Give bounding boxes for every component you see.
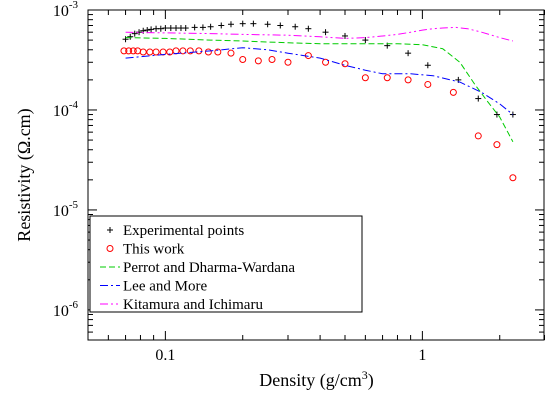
data-point (182, 25, 189, 32)
legend-item: Experimental points (107, 223, 244, 239)
y-tick-label: 10-5 (53, 199, 79, 220)
series-1 (120, 47, 517, 182)
axis-tick-labels: 0.1 1 10-6 10-5 10-4 10-3 (53, 0, 427, 364)
data-point (509, 174, 517, 182)
legend-label: Perrot and Dharma-Wardana (123, 260, 295, 276)
legend-label: Experimental points (123, 223, 244, 239)
data-point (195, 47, 203, 55)
series-line (125, 37, 514, 143)
plot-frame (87, 9, 545, 341)
data-point (167, 25, 174, 32)
data-point (361, 74, 369, 82)
data-point (227, 49, 235, 57)
data-point (239, 55, 247, 63)
data-point (509, 111, 516, 118)
data-point (186, 47, 194, 55)
legend-label: Kitamura and Ichimaru (123, 297, 263, 313)
data-point (292, 23, 299, 30)
data-point (199, 24, 206, 31)
legend-box (89, 215, 363, 313)
data-point (322, 58, 330, 66)
data-point (218, 22, 225, 29)
data-point (120, 47, 128, 55)
data-point (125, 47, 133, 55)
plot-data-layer (120, 20, 517, 182)
data-point (250, 20, 257, 27)
data-point (122, 36, 129, 43)
data-point (227, 21, 234, 28)
data-point (264, 21, 271, 28)
legend-item: Perrot and Dharma-Wardana (100, 260, 295, 276)
series-3 (125, 47, 514, 115)
y-tick-label: 10-4 (53, 99, 79, 120)
data-point (277, 22, 284, 29)
data-point (268, 55, 276, 63)
data-point (129, 47, 137, 55)
data-point (144, 27, 151, 34)
data-point (404, 76, 412, 84)
data-point (493, 111, 500, 118)
legend-item: Kitamura and Ichimaru (100, 297, 263, 313)
x-axis-label: Density (g/cm3) (259, 368, 373, 391)
legend-swatch (106, 245, 114, 252)
legend-label: This work (123, 242, 185, 258)
data-point (239, 20, 246, 27)
y-axis-label: Resistivity (Ω.cm) (14, 108, 35, 241)
data-point (191, 24, 198, 31)
data-point (131, 30, 138, 37)
data-point (134, 47, 142, 55)
series-4 (125, 26, 514, 42)
legend-item: Lee and More (100, 279, 207, 295)
legend: Experimental points This work Perrot and D… (89, 215, 363, 313)
data-point (157, 25, 164, 32)
series-2 (125, 37, 514, 143)
series-0 (122, 20, 516, 118)
data-point (383, 74, 391, 82)
series-line (125, 47, 514, 115)
series-line (125, 26, 514, 42)
data-point (162, 25, 169, 32)
data-point (449, 88, 457, 96)
data-point (254, 57, 262, 65)
data-point (424, 80, 432, 88)
data-point (127, 33, 134, 40)
y-tick-label: 10-3 (53, 0, 79, 20)
data-point (475, 95, 482, 102)
data-point (305, 25, 312, 32)
x-tick-label: 0.1 (155, 347, 175, 364)
data-point (214, 48, 222, 56)
data-point (342, 32, 349, 39)
data-point (207, 23, 214, 30)
data-point (493, 141, 501, 149)
legend-items: Experimental points This work Perrot and D… (100, 223, 295, 313)
data-point (152, 48, 160, 56)
data-point (148, 26, 155, 33)
data-point (284, 58, 292, 66)
y-tick-label: 10-6 (53, 299, 79, 320)
data-point (341, 60, 349, 68)
legend-item: This work (106, 242, 185, 258)
legend-swatch (107, 227, 113, 233)
data-point (405, 50, 412, 57)
data-point (146, 48, 154, 56)
data-point (204, 48, 212, 56)
data-point (139, 48, 147, 56)
data-point (179, 47, 187, 55)
data-point (424, 62, 431, 69)
data-point (322, 29, 329, 36)
legend-label: Lee and More (123, 279, 207, 295)
x-tick-label: 1 (418, 347, 426, 364)
data-point (362, 37, 369, 44)
data-point (474, 132, 482, 140)
